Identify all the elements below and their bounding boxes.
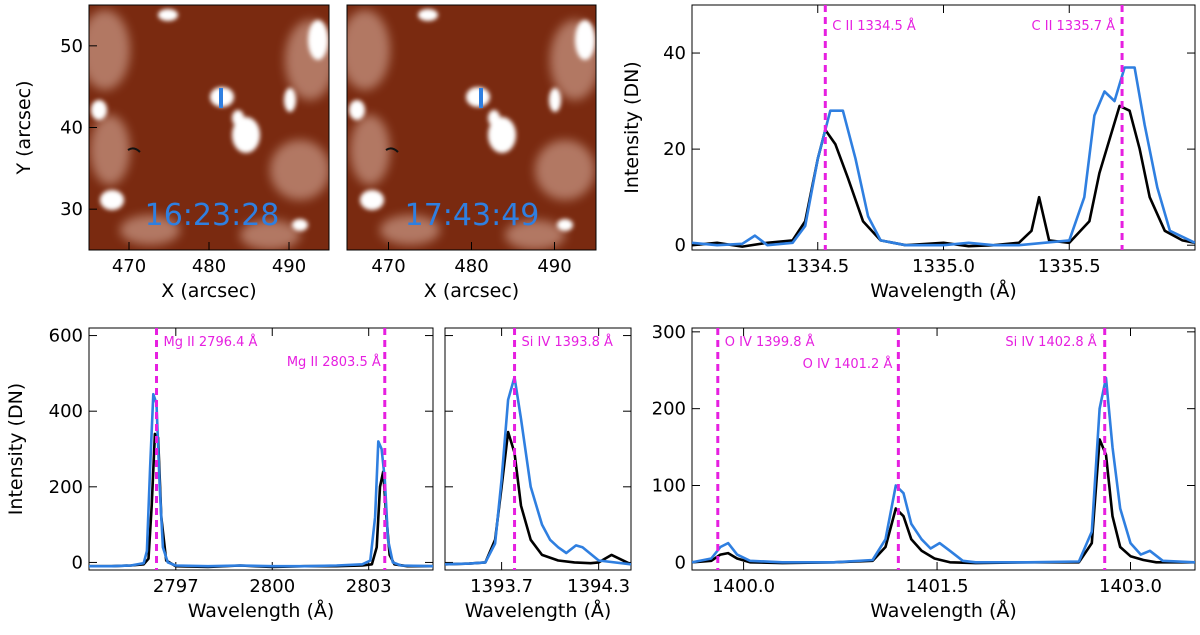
plot-mg-ii: 2797 2800 2803 0 200 400 600 Wavelength (Å) Inte… — [5, 326, 434, 622]
y-tick-label: 600 — [49, 326, 83, 347]
image-axes: 470 480 490 30 40 50 X (arcsec) Y (arcsec) 470 48… — [13, 36, 572, 302]
image-y-axis-label: Y (arcsec) — [13, 81, 35, 176]
plot-frame — [691, 4, 1196, 251]
slit-marker — [479, 88, 483, 108]
image-y-tick-label: 50 — [60, 36, 83, 57]
reference-line-label: O IV 1401.2 Å — [803, 356, 893, 372]
y-tick-label: 200 — [49, 477, 83, 498]
reference-line-label: C II 1334.5 Å — [832, 18, 916, 34]
x-tick-label: 1401.5 — [906, 576, 969, 597]
series-line — [692, 66, 1195, 247]
image-y-tick-label: 40 — [60, 118, 83, 139]
reference-line-label: O IV 1399.8 Å — [725, 334, 815, 350]
series-line — [445, 375, 631, 566]
x-tick-label: 1335.5 — [1038, 256, 1101, 277]
image-x-tick-label: 480 — [454, 256, 488, 277]
image-x-tick-label: 480 — [192, 256, 226, 277]
series-line — [692, 376, 1195, 564]
x-axis-label: Wavelength (Å) — [188, 599, 335, 622]
reference-line-label: Si IV 1402.8 Å — [1005, 334, 1096, 350]
image-y-tick-label: 30 — [60, 199, 83, 220]
image-x-axis-label: X (arcsec) — [161, 280, 256, 302]
y-tick-label: 0 — [675, 235, 686, 256]
x-tick-label: 1335.0 — [912, 256, 975, 277]
series-line — [692, 438, 1195, 565]
y-tick-label: 200 — [652, 399, 686, 420]
plot-area — [692, 5, 1195, 250]
y-axis-label: Intensity (DN) — [621, 61, 643, 193]
image-time-label: 16:23:28 — [145, 198, 280, 233]
y-axis-label: Intensity (DN) — [5, 383, 27, 515]
image-x-tick-label: 490 — [537, 256, 571, 277]
plot-area — [692, 328, 1195, 570]
reference-line-label: C II 1335.7 Å — [1032, 18, 1116, 34]
series-line — [89, 392, 433, 568]
image-panel-1: 16:23:28 — [88, 4, 330, 251]
x-axis-label: Wavelength (Å) — [870, 279, 1017, 302]
y-tick-label: 400 — [49, 401, 83, 422]
x-tick-label: 1403.0 — [1099, 576, 1162, 597]
x-tick-label: 1400.0 — [712, 576, 775, 597]
reference-line-label: Mg II 2803.5 Å — [287, 354, 381, 370]
x-axis-label: Wavelength (Å) — [870, 599, 1017, 622]
x-tick-label: 2797 — [153, 576, 199, 597]
x-tick-label: 2803 — [346, 576, 392, 597]
plot-c-ii: 1334.5 1335.0 1335.5 0 20 40 Wavelength (Å) Int… — [621, 4, 1196, 302]
x-tick-label: 1394.3 — [567, 576, 630, 597]
reference-line-label: Mg II 2796.4 Å — [164, 334, 258, 350]
x-axis-label: Wavelength (Å) — [465, 599, 612, 622]
image-x-tick-label: 470 — [112, 256, 146, 277]
image-x-axis-label: X (arcsec) — [424, 280, 519, 302]
plot-frame — [691, 327, 1196, 571]
plot-area — [445, 328, 631, 570]
x-tick-label: 2800 — [249, 576, 295, 597]
plot-o-iv: 1400.0 1401.5 1403.0 0 100 200 300 Wavelength (… — [652, 322, 1196, 622]
y-tick-label: 0 — [72, 552, 83, 573]
x-tick-label: 1334.5 — [786, 256, 849, 277]
y-tick-label: 40 — [663, 43, 686, 64]
series-line — [692, 104, 1195, 248]
reference-line-label: Si IV 1393.8 Å — [522, 334, 613, 350]
plot-area — [89, 328, 433, 570]
slit-marker — [219, 88, 223, 108]
image-time-label: 17:43:49 — [405, 198, 540, 233]
image-x-tick-label: 490 — [272, 256, 306, 277]
y-tick-label: 300 — [652, 322, 686, 343]
image-x-tick-label: 470 — [371, 256, 405, 277]
y-tick-label: 100 — [652, 475, 686, 496]
y-tick-label: 0 — [675, 552, 686, 573]
series-line — [445, 430, 631, 566]
x-tick-label: 1393.7 — [470, 576, 533, 597]
plot-frame — [88, 327, 434, 571]
image-panel-2: 17:43:49 — [346, 4, 597, 251]
y-tick-label: 20 — [663, 139, 686, 160]
plot-frame — [444, 327, 632, 571]
